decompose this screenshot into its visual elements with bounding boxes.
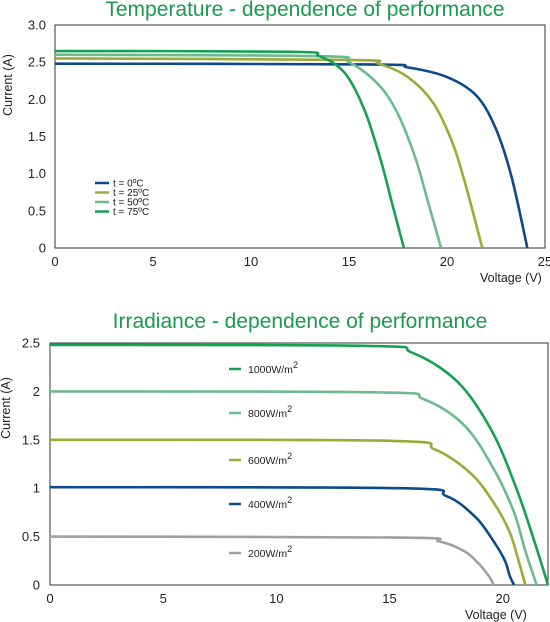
x-tick-label: 0 — [51, 254, 58, 269]
x-tick-label: 15 — [342, 254, 356, 269]
y-tick-label: 1 — [33, 481, 40, 496]
x-tick-label: 25 — [538, 254, 550, 269]
x-tick-label: 20 — [440, 254, 454, 269]
series-label: 400W/m2 — [248, 495, 292, 511]
y-tick-label: 1.0 — [28, 166, 46, 181]
chart-2: 0 5 10 15 20 0 0.5 1 1.5 2 2.5 Voltage (V) Current (… — [0, 336, 550, 622]
series-label-superscript: 2 — [293, 360, 298, 370]
series-line — [54, 62, 529, 249]
plot-frame — [54, 24, 546, 249]
y-tick-label: 0 — [39, 241, 46, 256]
series-label-superscript: 2 — [287, 451, 292, 461]
x-tick-label: 0 — [46, 591, 53, 606]
y-tick-label: 0.5 — [22, 529, 40, 544]
series-label: 200W/m2 — [248, 544, 292, 560]
series-line — [54, 57, 484, 249]
x-axis-label: Voltage (V) — [480, 271, 542, 285]
x-tick-label: 15 — [382, 591, 396, 606]
y-tick-label: 2.5 — [28, 55, 46, 70]
x-tick-label: 10 — [244, 254, 258, 269]
y-axis-label: Current (A) — [0, 377, 13, 439]
series-label: 800W/m2 — [248, 404, 292, 420]
y-tick-label: 1.5 — [22, 432, 40, 447]
legend-label: t = 50ºC — [113, 198, 149, 209]
legend-label: t = 75ºC — [113, 207, 149, 218]
y-tick-label: 2.0 — [28, 92, 46, 107]
series-label-superscript: 2 — [287, 495, 292, 505]
chart-title-temperature: Temperature - dependence of performance — [105, 0, 505, 21]
x-tick-label: 5 — [149, 254, 156, 269]
series-label: 600W/m2 — [248, 451, 292, 467]
x-tick-label: 20 — [495, 591, 509, 606]
x-tick-label: 10 — [269, 591, 283, 606]
series-line — [54, 53, 443, 249]
plot-frame — [49, 342, 549, 586]
y-tick-label: 0.5 — [28, 203, 46, 218]
y-tick-label: 1.5 — [28, 129, 46, 144]
series-label-superscript: 2 — [287, 544, 292, 554]
series-line — [49, 343, 550, 586]
series-line — [49, 535, 495, 586]
series-line — [49, 390, 538, 586]
y-axis-label: Current (A) — [1, 54, 15, 116]
y-tick-label: 0 — [33, 578, 40, 593]
y-tick-label: 3.0 — [28, 18, 46, 33]
chart-1: 0 5 10 15 20 25 0 0.5 1.0 1.5 2.0 2.5 3.0 Voltage (V)… — [1, 18, 550, 286]
series-line — [49, 438, 527, 586]
chart-title-irradiance: Irradiance - dependence of performance — [112, 310, 488, 333]
x-tick-label: 5 — [160, 591, 167, 606]
series-line — [49, 485, 516, 586]
x-axis-label: Voltage (V) — [465, 608, 527, 622]
legend-label: t = 25ºC — [113, 188, 149, 199]
series-label-superscript: 2 — [287, 404, 292, 414]
y-tick-label: 2.5 — [22, 336, 40, 351]
legend-label: t = 0ºC — [113, 179, 144, 190]
series-label: 1000W/m2 — [248, 360, 298, 376]
y-tick-label: 2 — [33, 384, 40, 399]
series-line — [54, 49, 406, 249]
